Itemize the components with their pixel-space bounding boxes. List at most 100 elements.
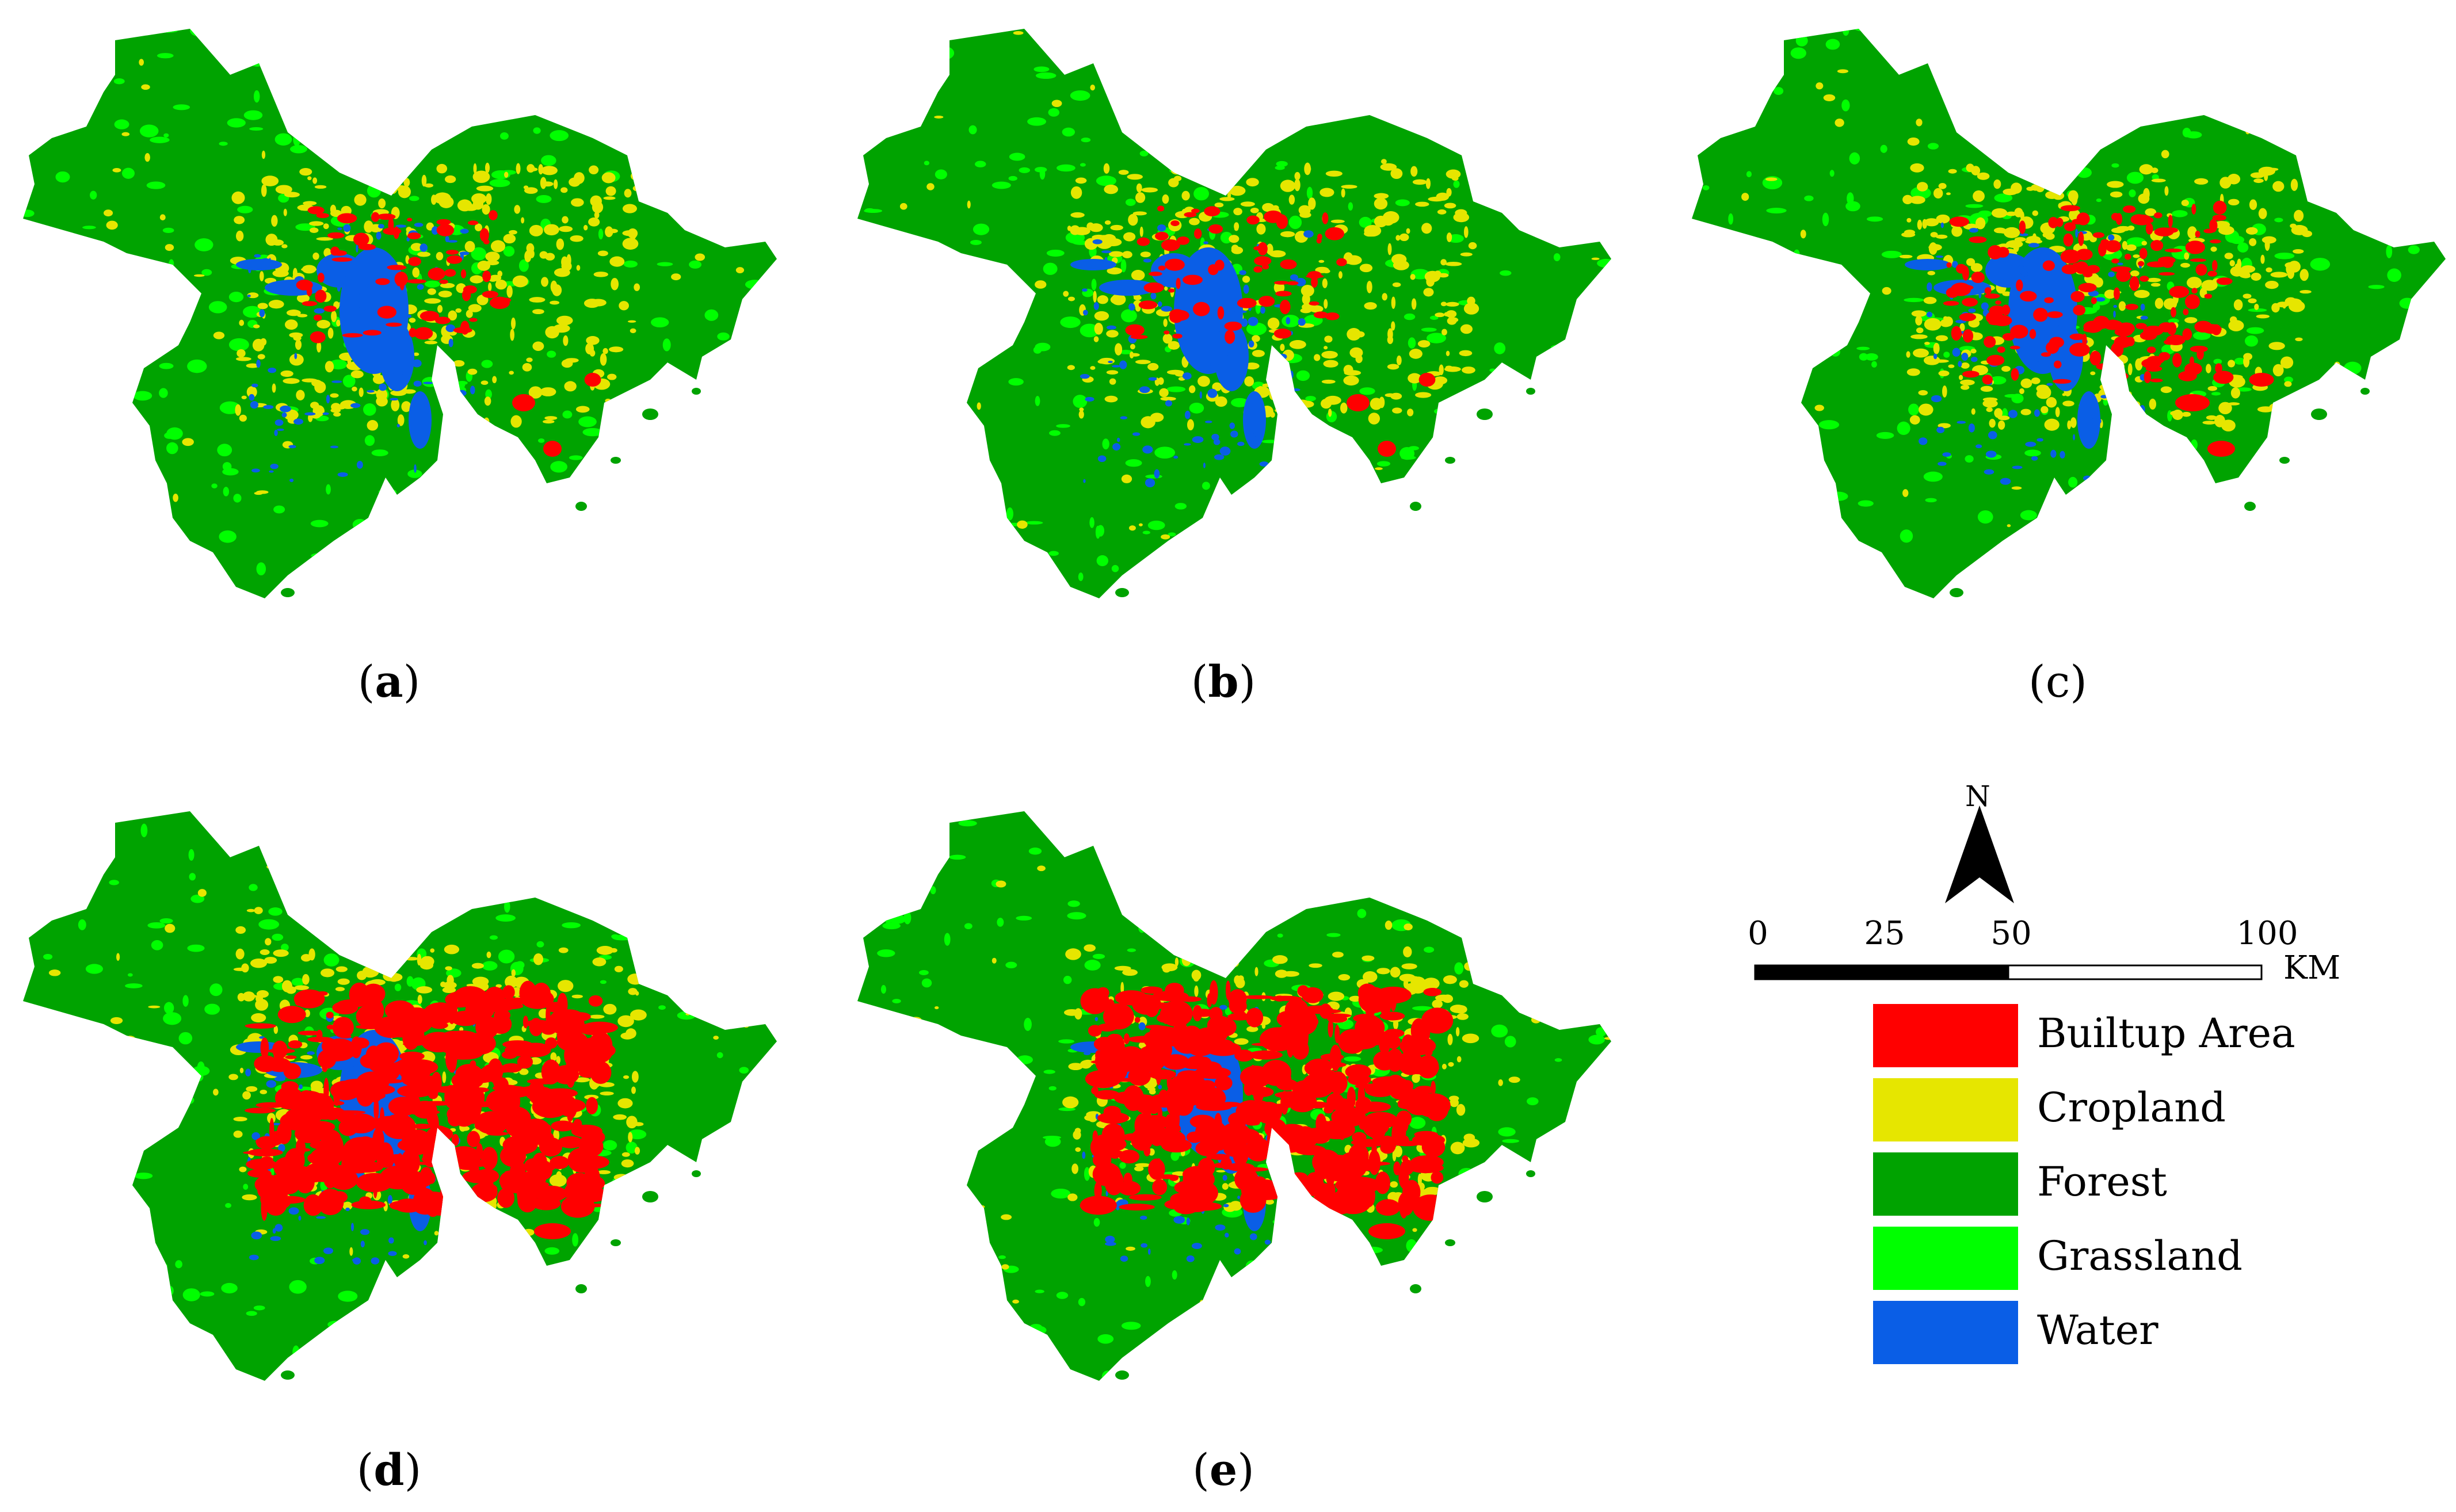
cropland-patch bbox=[1319, 188, 1334, 197]
cropland-patch bbox=[2127, 391, 2133, 401]
cropland-patch bbox=[2044, 67, 2051, 73]
cropland-patch bbox=[254, 907, 263, 914]
builtup-patch bbox=[318, 1170, 335, 1178]
legend-item-grassland: Grassland bbox=[1873, 1227, 2391, 1301]
cropland-patch bbox=[2284, 381, 2292, 387]
grassland-patch bbox=[1231, 398, 1249, 407]
cropland-patch bbox=[937, 524, 947, 528]
grassland-patch bbox=[208, 1372, 220, 1379]
grassland-patch bbox=[547, 350, 556, 358]
cropland-patch bbox=[449, 1198, 462, 1205]
cropland-patch bbox=[1446, 169, 1461, 179]
water-patch bbox=[278, 1144, 285, 1152]
grassland-patch bbox=[1498, 1182, 1517, 1191]
grassland-patch bbox=[766, 902, 776, 908]
builtup-patch bbox=[326, 1011, 334, 1019]
grassland-patch bbox=[760, 1096, 776, 1103]
builtup-patch bbox=[1123, 1033, 1130, 1044]
grassland-patch bbox=[1597, 258, 1611, 268]
cropland-patch bbox=[1837, 69, 1849, 74]
cropland-patch bbox=[235, 357, 251, 361]
builtup-patch bbox=[1301, 987, 1324, 1003]
builtup-patch bbox=[1141, 986, 1163, 994]
grassland-patch bbox=[1572, 1265, 1580, 1276]
island bbox=[642, 408, 658, 420]
cropland-patch bbox=[1382, 293, 1388, 301]
builtup-patch bbox=[1277, 1025, 1306, 1037]
builtup-patch bbox=[2164, 249, 2183, 253]
cropland-patch bbox=[1371, 1270, 1376, 1278]
cropland-patch bbox=[608, 346, 624, 353]
cropland-patch bbox=[509, 230, 517, 235]
cropland-patch bbox=[1147, 1087, 1156, 1091]
builtup-patch bbox=[1946, 262, 1952, 268]
cropland-patch bbox=[624, 419, 630, 425]
grassland-patch bbox=[1199, 1351, 1204, 1363]
grassland-patch bbox=[1693, 576, 1710, 589]
cropland-patch bbox=[784, 521, 788, 530]
water-body bbox=[1905, 259, 1951, 270]
cropland-patch bbox=[197, 889, 207, 897]
builtup-patch bbox=[573, 1118, 582, 1129]
cropland-patch bbox=[330, 204, 337, 215]
cropland-patch bbox=[1454, 1005, 1467, 1014]
grassland-patch bbox=[2182, 128, 2191, 138]
builtup-patch bbox=[436, 224, 455, 236]
grassland-patch bbox=[2398, 33, 2404, 41]
cropland-patch bbox=[2139, 164, 2153, 175]
cropland-patch bbox=[1450, 408, 1465, 418]
grassland-patch bbox=[414, 1345, 421, 1356]
grassland-patch bbox=[1904, 297, 1924, 303]
cropland-patch bbox=[1906, 217, 1912, 223]
builtup-patch bbox=[367, 1083, 383, 1103]
grassland-patch bbox=[781, 856, 788, 868]
grassland-patch bbox=[1917, 23, 1927, 26]
cropland-patch bbox=[484, 396, 491, 406]
grassland-patch bbox=[338, 1290, 358, 1302]
builtup-patch bbox=[1273, 1137, 1305, 1153]
water-patch bbox=[1926, 311, 1933, 318]
builtup-patch bbox=[1177, 996, 1202, 1002]
grassland-patch bbox=[935, 169, 947, 180]
grassland-patch bbox=[716, 533, 723, 540]
grassland-patch bbox=[2402, 186, 2424, 194]
cropland-patch bbox=[1412, 179, 1427, 185]
grassland-patch bbox=[700, 1193, 720, 1198]
cropland-patch bbox=[512, 275, 528, 288]
cropland-patch bbox=[550, 1052, 557, 1062]
builtup-patch bbox=[2172, 353, 2182, 368]
grassland-patch bbox=[1607, 467, 1611, 472]
builtup-patch bbox=[1354, 1139, 1380, 1147]
grassland-patch bbox=[913, 1230, 930, 1240]
builtup-patch bbox=[1161, 239, 1180, 251]
water-patch bbox=[1140, 1215, 1147, 1220]
cropland-patch bbox=[470, 814, 480, 823]
cropland-patch bbox=[424, 183, 434, 188]
grassland-patch bbox=[974, 1290, 987, 1304]
grassland-patch bbox=[1058, 1039, 1074, 1044]
cropland-patch bbox=[564, 381, 577, 392]
builtup-patch bbox=[1378, 441, 1396, 457]
cropland-patch bbox=[1330, 219, 1345, 223]
cropland-patch bbox=[996, 880, 1006, 888]
grassland-patch bbox=[2399, 297, 2415, 309]
grassland-patch bbox=[2425, 555, 2443, 566]
builtup-patch bbox=[2108, 371, 2129, 381]
land-use-map-d bbox=[23, 811, 788, 1381]
water-patch bbox=[293, 418, 304, 425]
cropland-patch bbox=[273, 976, 284, 983]
cropland-patch bbox=[1368, 413, 1380, 425]
cropland-patch bbox=[1392, 407, 1402, 414]
water-patch bbox=[294, 353, 298, 360]
grassland-patch bbox=[729, 79, 737, 85]
cropland-patch bbox=[1426, 276, 1435, 287]
cropland-patch bbox=[503, 234, 516, 244]
grassland-patch bbox=[354, 44, 366, 54]
cropland-patch bbox=[1235, 978, 1245, 988]
cropland-patch bbox=[296, 390, 305, 400]
grassland-patch bbox=[1424, 946, 1435, 953]
cropland-patch bbox=[2190, 99, 2200, 108]
grassland-patch bbox=[733, 182, 743, 186]
cropland-patch bbox=[2229, 260, 2235, 267]
cropland-patch bbox=[1578, 500, 1589, 507]
